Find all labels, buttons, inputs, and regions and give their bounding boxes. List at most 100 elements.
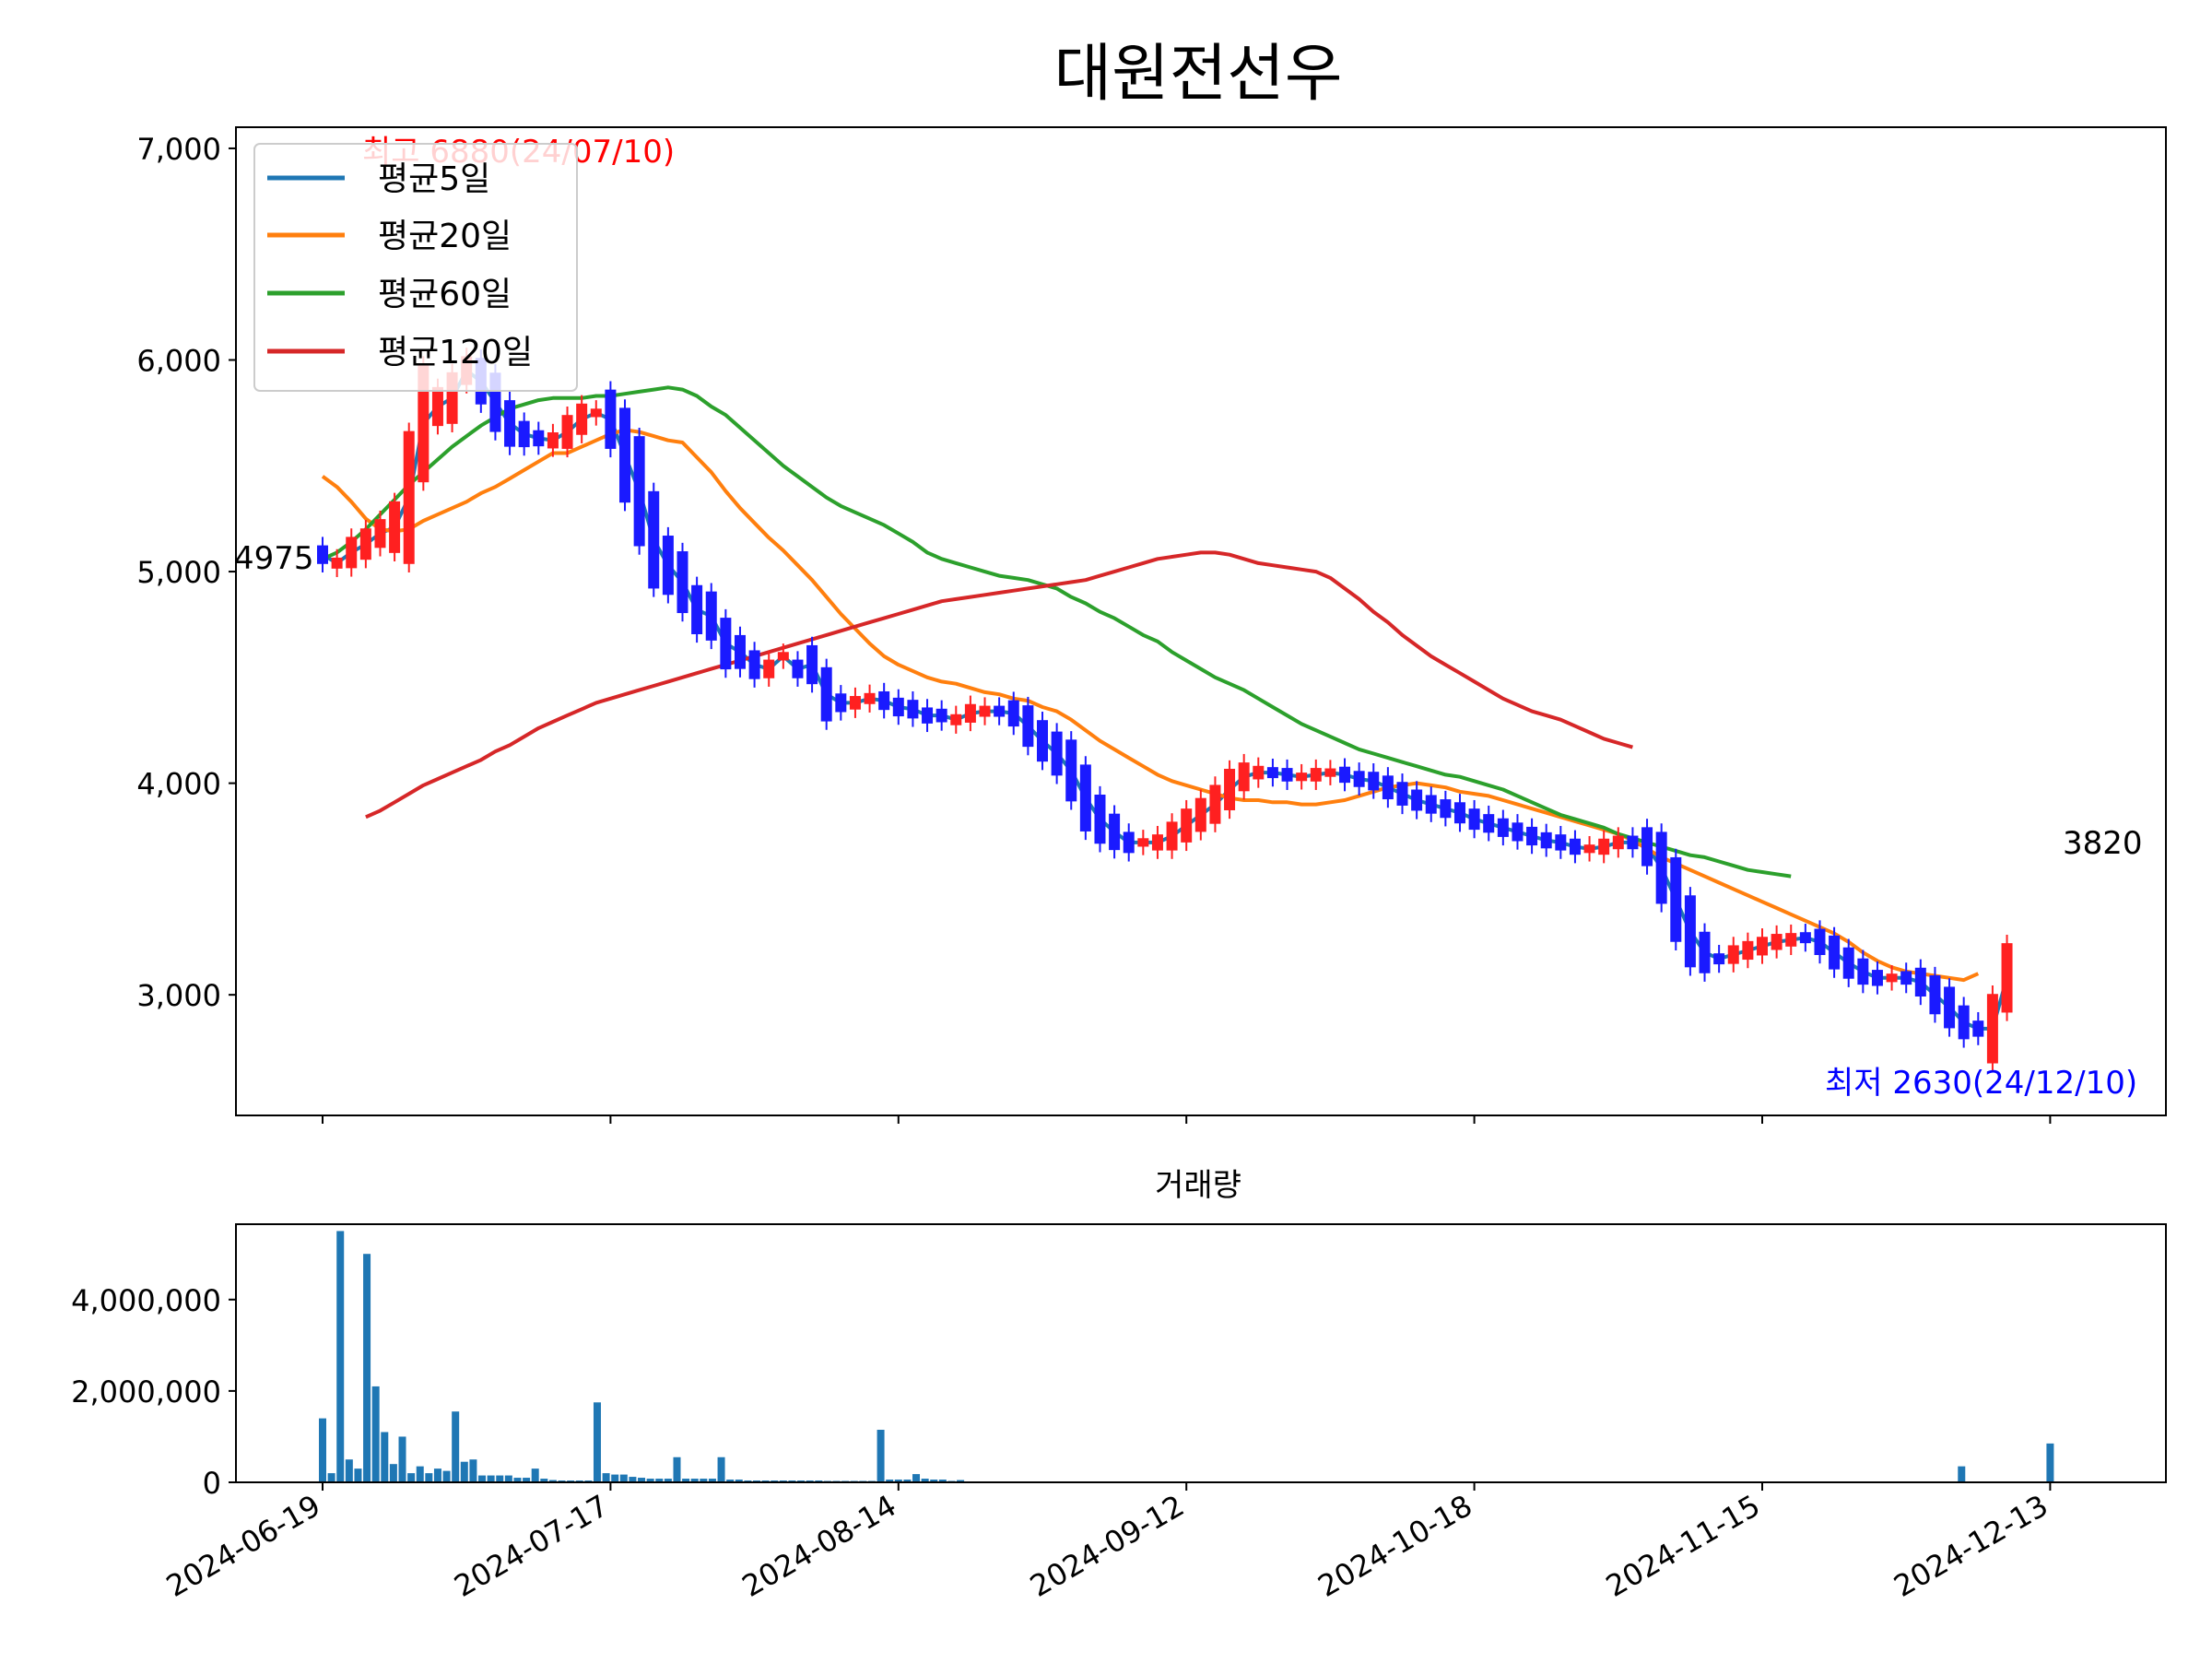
price-y-tick-label: 3,000 bbox=[136, 978, 221, 1013]
volume-bar bbox=[682, 1479, 690, 1482]
candle-body bbox=[1238, 762, 1250, 792]
candle-body bbox=[1598, 838, 1610, 855]
volume-bar bbox=[912, 1474, 921, 1482]
candle-body bbox=[1972, 1020, 1984, 1037]
volume-x-tick-label: 2024-10-18 bbox=[1312, 1488, 1478, 1604]
volume-bar bbox=[735, 1480, 743, 1482]
candlesticks bbox=[317, 348, 2013, 1072]
candle-body bbox=[1670, 856, 1682, 942]
volume-x-tick-label: 2024-11-15 bbox=[1600, 1488, 1766, 1604]
candle-body bbox=[1842, 947, 1854, 979]
candle-body bbox=[1483, 814, 1495, 833]
volume-bar bbox=[593, 1402, 601, 1482]
volume-title: 거래량 bbox=[1155, 1167, 1241, 1204]
candle-body bbox=[662, 536, 674, 596]
candle-body bbox=[935, 708, 947, 723]
volume-bar bbox=[619, 1474, 628, 1482]
volume-bar bbox=[540, 1479, 548, 1482]
volume-bar bbox=[886, 1480, 894, 1482]
volume-bar bbox=[655, 1479, 664, 1482]
candle-body bbox=[1684, 895, 1696, 968]
volume-bar bbox=[469, 1459, 477, 1482]
volume-bar bbox=[938, 1480, 947, 1482]
candle-body bbox=[1224, 768, 1236, 810]
volume-bar bbox=[371, 1386, 380, 1482]
candle-body bbox=[1253, 765, 1265, 780]
candle-body bbox=[1914, 967, 1926, 997]
candle-body bbox=[1612, 835, 1624, 850]
volume-bar bbox=[2046, 1443, 2054, 1482]
candle-body bbox=[1151, 834, 1163, 851]
candle-body bbox=[1281, 768, 1293, 782]
candle-body bbox=[1900, 971, 1912, 985]
ma-line-0 bbox=[321, 369, 2009, 1031]
candle-body bbox=[1871, 970, 1883, 986]
candle-body bbox=[1814, 928, 1826, 956]
volume-bar bbox=[1958, 1466, 1966, 1482]
candle-body bbox=[1699, 931, 1711, 973]
candle-body bbox=[1324, 768, 1336, 777]
candle-body bbox=[576, 403, 588, 435]
candle-body bbox=[389, 501, 401, 553]
candle-body bbox=[1757, 937, 1768, 956]
price-y-tick-label: 4,000 bbox=[136, 767, 221, 802]
candle-body bbox=[1266, 767, 1278, 779]
volume-bar bbox=[548, 1480, 557, 1482]
volume-bar bbox=[894, 1480, 902, 1482]
candle-body bbox=[605, 389, 617, 449]
candle-body bbox=[806, 644, 818, 685]
candle-body bbox=[979, 705, 991, 717]
volume-bar bbox=[523, 1478, 531, 1482]
candle-body bbox=[1310, 768, 1322, 782]
candle-body bbox=[1742, 940, 1754, 961]
candle-body bbox=[1886, 973, 1898, 983]
volume-bar bbox=[673, 1457, 681, 1482]
volume-bar bbox=[930, 1480, 938, 1482]
candle-body bbox=[1094, 795, 1106, 844]
candle-body bbox=[1353, 771, 1365, 787]
candle-body bbox=[1929, 975, 1941, 1015]
candle-body bbox=[1526, 826, 1538, 846]
candle-body bbox=[374, 519, 386, 548]
candle-body bbox=[1382, 775, 1394, 800]
legend-label-ma60: 평균60일 bbox=[378, 276, 512, 313]
volume-bar bbox=[345, 1459, 353, 1482]
candle-body bbox=[922, 707, 934, 724]
volume-bar bbox=[442, 1470, 451, 1482]
candle-body bbox=[418, 364, 429, 483]
candle-body bbox=[1453, 802, 1465, 824]
chart-title: 대원전선우 bbox=[1054, 38, 1343, 111]
candle-body bbox=[1799, 932, 1811, 944]
volume-bar bbox=[877, 1430, 885, 1482]
volume-y-tick-label: 4,000,000 bbox=[71, 1283, 221, 1318]
candle-body bbox=[1771, 934, 1783, 950]
candle-body bbox=[1411, 789, 1423, 811]
candle-body bbox=[1296, 773, 1308, 782]
volume-bar bbox=[425, 1473, 433, 1482]
candle-body bbox=[720, 618, 732, 670]
candle-body bbox=[994, 705, 1006, 717]
candle-body bbox=[1655, 832, 1667, 904]
candle-body bbox=[648, 490, 660, 589]
candle-body bbox=[1137, 838, 1149, 847]
volume-bar bbox=[629, 1477, 637, 1482]
candle-body bbox=[1209, 784, 1221, 824]
volume-bar bbox=[602, 1473, 610, 1482]
volume-bar bbox=[363, 1254, 371, 1482]
candle-body bbox=[504, 400, 516, 447]
candle-body bbox=[547, 432, 559, 449]
candle-body bbox=[1857, 958, 1869, 985]
volume-bar bbox=[319, 1418, 326, 1482]
candle-body bbox=[964, 703, 976, 723]
volume-x-tick-label: 2024-08-14 bbox=[736, 1488, 902, 1604]
first-close-annotation: 4975 bbox=[234, 540, 314, 577]
candle-body bbox=[1641, 827, 1653, 867]
candle-body bbox=[1627, 835, 1639, 850]
candle-body bbox=[1497, 818, 1509, 837]
candle-body bbox=[1540, 832, 1552, 849]
volume-bar bbox=[389, 1464, 397, 1482]
candle-body bbox=[691, 584, 703, 635]
volume-bar bbox=[452, 1411, 460, 1482]
volume-bar bbox=[478, 1475, 487, 1482]
